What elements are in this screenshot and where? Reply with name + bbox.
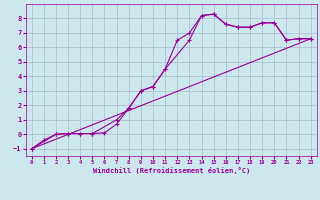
X-axis label: Windchill (Refroidissement éolien,°C): Windchill (Refroidissement éolien,°C) [92, 167, 250, 174]
